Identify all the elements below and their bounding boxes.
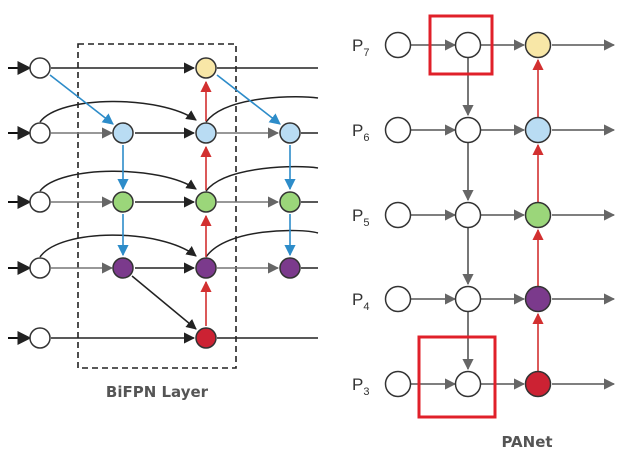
bifpn-output-node-p4 bbox=[195, 257, 217, 279]
level-label-p7: P7 bbox=[352, 36, 369, 59]
bifpn-input-arrows bbox=[8, 61, 32, 345]
panet-input-node-p4 bbox=[384, 285, 412, 313]
bifpn-input-node-p5 bbox=[29, 191, 51, 213]
bifpn-input-node-p3 bbox=[29, 327, 51, 349]
panet-mid-node-p3 bbox=[454, 370, 482, 398]
bifpn-next-node-p4 bbox=[279, 257, 301, 279]
panet-level-labels: P7 P6 P5 P4 P3 bbox=[352, 36, 369, 398]
panet-mid-node-p5 bbox=[454, 201, 482, 229]
level-label-p3: P3 bbox=[352, 375, 369, 398]
bifpn-output-node-p3 bbox=[195, 327, 217, 349]
bifpn-diagram: BiFPN Layer bbox=[8, 43, 319, 401]
highlight-box-p3 bbox=[417, 335, 497, 419]
bifpn-next-node-p6 bbox=[279, 122, 301, 144]
panet-input-node-p7 bbox=[384, 31, 412, 59]
panet-mid-node-p7 bbox=[454, 31, 482, 59]
level-label-p6: P6 bbox=[352, 121, 369, 144]
panet-output-node-p6 bbox=[524, 116, 552, 144]
panet-input-node-p6 bbox=[384, 116, 412, 144]
bifpn-output-node-p7 bbox=[195, 57, 217, 79]
bifpn-input-node-p7 bbox=[29, 57, 51, 79]
bifpn-caption: BiFPN Layer bbox=[106, 383, 209, 401]
panet-input-node-p5 bbox=[384, 201, 412, 229]
panet-mid-node-p4 bbox=[454, 285, 482, 313]
panet-mid-node-p6 bbox=[454, 116, 482, 144]
panet-diagram: P7 P6 P5 P4 P3 bbox=[352, 14, 616, 451]
panet-output-node-p4 bbox=[524, 285, 552, 313]
highlight-box-p7 bbox=[428, 14, 494, 76]
bifpn-output-node-p5 bbox=[195, 191, 217, 213]
bifpn-skip-edges bbox=[39, 95, 319, 258]
bifpn-input-node-p6 bbox=[29, 122, 51, 144]
panet-input-node-p3 bbox=[384, 370, 412, 398]
bifpn-horizontal-edges bbox=[51, 62, 318, 344]
bifpn-topdown-edges bbox=[49, 74, 296, 257]
panet-caption: PANet bbox=[501, 433, 552, 451]
bifpn-next-node-p5 bbox=[279, 191, 301, 213]
bifpn-mid-node-p4 bbox=[112, 257, 134, 279]
bifpn-input-node-p4 bbox=[29, 257, 51, 279]
panet-output-node-p7 bbox=[524, 31, 552, 59]
bifpn-nodes bbox=[29, 57, 301, 349]
bifpn-layer-box bbox=[77, 43, 237, 369]
bifpn-mid-node-p6 bbox=[112, 122, 134, 144]
level-label-p5: P5 bbox=[352, 206, 369, 229]
panet-output-node-p5 bbox=[524, 201, 552, 229]
panet-output-node-p3 bbox=[524, 370, 552, 398]
bifpn-mid-node-p5 bbox=[112, 191, 134, 213]
level-label-p4: P4 bbox=[352, 290, 369, 313]
panet-horizontal-edges bbox=[410, 39, 616, 390]
bifpn-output-node-p6 bbox=[195, 122, 217, 144]
panet-nodes bbox=[384, 31, 552, 398]
bifpn-diagonal-edge bbox=[131, 275, 197, 330]
